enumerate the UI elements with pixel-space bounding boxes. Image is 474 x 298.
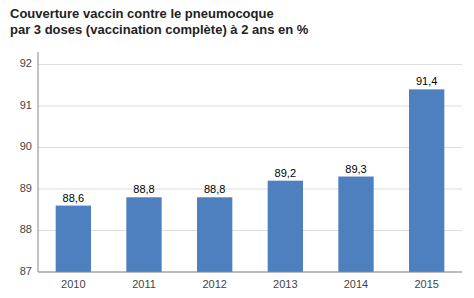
x-tick-label: 2011: [132, 278, 156, 290]
chart-svg: Couverture vaccin contre le pneumocoquep…: [0, 0, 474, 298]
data-label: 89,2: [275, 167, 296, 179]
bar: [338, 177, 373, 272]
bar: [56, 206, 91, 272]
grid-line: [38, 272, 462, 273]
grid-line: [38, 188, 462, 189]
x-axis-line: [38, 272, 462, 273]
title-line: par 3 doses (vaccination complète) à 2 a…: [10, 22, 309, 37]
chart-container: Couverture vaccin contre le pneumocoquep…: [0, 0, 474, 298]
grid-line: [38, 147, 462, 148]
bar: [409, 89, 444, 272]
data-label: 89,3: [345, 163, 366, 175]
bar: [126, 197, 161, 272]
data-label: 88,8: [204, 183, 225, 195]
grid-line: [38, 230, 462, 231]
page: {"chart_data": {"type": "bar", "title": …: [0, 0, 474, 298]
y-tick-label: 89: [20, 182, 32, 194]
grid-line: [38, 64, 462, 65]
title-line: Couverture vaccin contre le pneumocoque: [10, 6, 274, 21]
bar: [268, 181, 303, 272]
x-tick-label: 2012: [202, 278, 226, 290]
y-tick-label: 91: [20, 99, 32, 111]
y-tick-label: 88: [20, 223, 32, 235]
x-tick-label: 2010: [61, 278, 85, 290]
x-tick-label: 2013: [273, 278, 297, 290]
y-axis-line: [38, 52, 39, 272]
data-label: 88,8: [133, 183, 154, 195]
x-tick-label: 2014: [344, 278, 368, 290]
y-grid: [38, 64, 462, 272]
bar: [197, 197, 232, 272]
data-label: 91,4: [416, 75, 437, 87]
x-tick-label: 2015: [414, 278, 438, 290]
grid-line: [38, 105, 462, 106]
data-label: 88,6: [63, 192, 84, 204]
y-tick-label: 87: [20, 265, 32, 277]
y-tick-label: 92: [20, 57, 32, 69]
bars: [56, 89, 445, 272]
title: Couverture vaccin contre le pneumocoquep…: [10, 6, 309, 37]
y-tick-label: 90: [20, 140, 32, 152]
